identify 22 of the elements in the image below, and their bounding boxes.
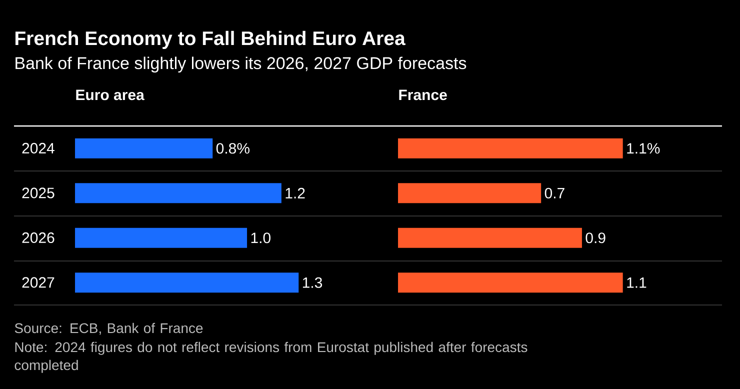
data-label: 0.9 <box>586 232 606 244</box>
y-tick-label: 2024 <box>22 142 54 154</box>
data-label: 1.1% <box>627 143 660 154</box>
text: Note: 2024 figures do not reflect revisions from Eurostat published after forecasts completed <box>14 342 528 373</box>
source-note: Source: ECB, Bank of France <box>14 322 203 335</box>
text: Bank of France slightly lowers its 2026, 2027 GDP forecasts <box>16 56 466 73</box>
bar <box>75 272 299 293</box>
y-tick-label: 2026 <box>22 232 54 244</box>
chart-title: Euro area <box>76 90 144 100</box>
bar <box>75 228 248 248</box>
y-tick-label: 2025 <box>22 188 54 198</box>
data-label: 0.7 <box>544 188 564 198</box>
data-label: 1.1 <box>627 277 646 288</box>
data-label: 1.0 <box>251 232 270 244</box>
data-label: 1.2 <box>286 188 305 198</box>
data-label: 1.3 <box>302 277 322 288</box>
text: French Economy to Fall Behind Euro Area <box>16 30 406 50</box>
chart-title: France <box>399 90 447 100</box>
bar <box>75 183 282 204</box>
bar <box>75 138 213 158</box>
data-label: 0.8% <box>216 143 250 154</box>
y-tick-label: 2027 <box>22 277 54 288</box>
